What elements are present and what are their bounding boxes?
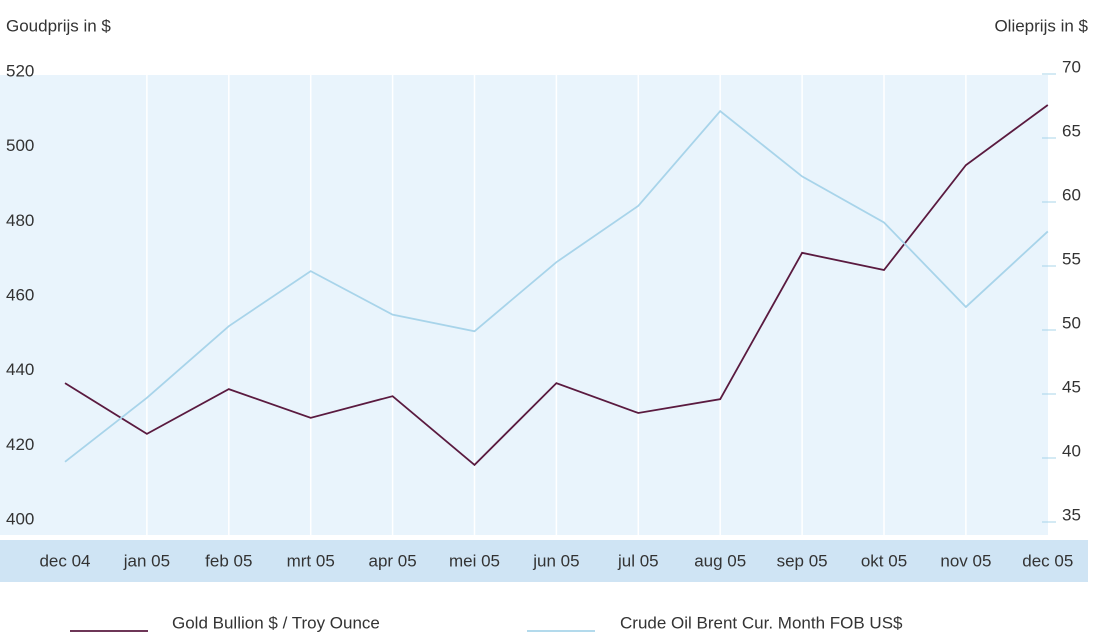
y-tick-label: 500	[6, 136, 34, 155]
x-tick-label: mei 05	[449, 551, 500, 570]
x-tick-label: dec 04	[39, 551, 90, 570]
series-line	[64, 104, 1049, 467]
x-tick-label: feb 05	[205, 551, 252, 570]
y-tick-label: 420	[6, 435, 34, 454]
y2-tick-label: 45	[1062, 377, 1081, 396]
legend-label: Gold Bullion $ / Troy Ounce	[172, 613, 380, 632]
y2-tick-label: 60	[1062, 185, 1081, 204]
x-tick-label: jun 05	[532, 551, 579, 570]
y2-tick-label: 35	[1062, 505, 1081, 524]
y-tick-label: 520	[6, 61, 34, 80]
category-band	[0, 540, 1088, 582]
x-tick-label: okt 05	[861, 551, 907, 570]
y-tick-label: 440	[6, 360, 34, 379]
x-tick-label: nov 05	[940, 551, 991, 570]
x-tick-label: apr 05	[368, 551, 416, 570]
x-tick-label: dec 05	[1022, 551, 1073, 570]
y-tick-label: 400	[6, 509, 34, 528]
y2-tick-label: 70	[1062, 57, 1081, 76]
y-axis-label: Goudprijs in $	[6, 16, 111, 35]
legend-label: Crude Oil Brent Cur. Month FOB US$	[620, 613, 903, 632]
y2-tick-label: 50	[1062, 313, 1081, 332]
y2-tick-label: 55	[1062, 249, 1081, 268]
series-line	[64, 109, 1049, 463]
x-tick-label: sep 05	[777, 551, 828, 570]
x-tick-label: mrt 05	[287, 551, 335, 570]
y-tick-label: 460	[6, 285, 34, 304]
plot-background	[0, 75, 1048, 535]
x-tick-label: jul 05	[617, 551, 659, 570]
x-tick-label: jan 05	[123, 551, 170, 570]
x-tick-label: aug 05	[694, 551, 746, 570]
y2-tick-label: 40	[1062, 441, 1081, 460]
y2-tick-label: 65	[1062, 121, 1081, 140]
y2-axis-label: Olieprijs in $	[994, 16, 1088, 35]
y-tick-label: 480	[6, 211, 34, 230]
